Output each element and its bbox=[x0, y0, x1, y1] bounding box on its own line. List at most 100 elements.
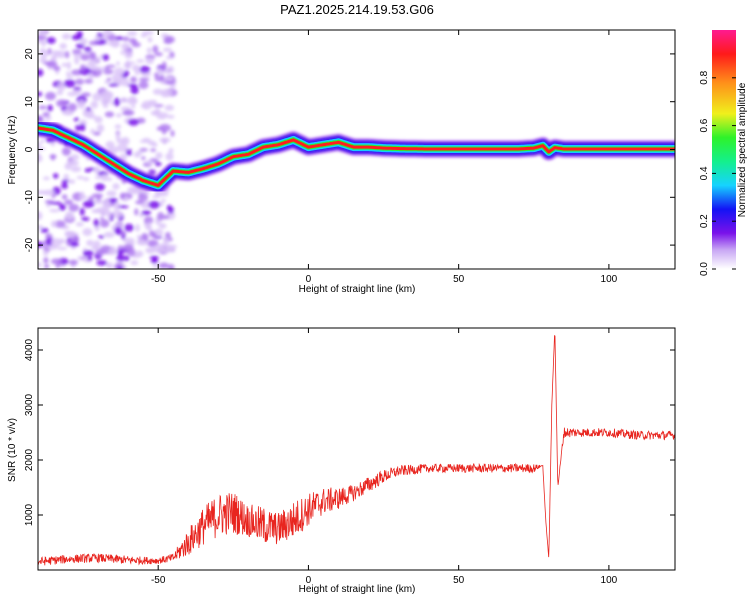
spectrogram-noise-blob bbox=[141, 210, 152, 216]
spectrogram-noise-blob bbox=[82, 177, 90, 181]
spectrogram-noise-blob bbox=[114, 226, 122, 235]
spectrogram-noise-blob bbox=[43, 189, 55, 196]
spectrogram-noise-blob bbox=[45, 116, 52, 121]
spectrogram-noise-blob bbox=[141, 156, 146, 161]
spectrogram-noise-blob bbox=[93, 218, 99, 227]
spectrogram-noise-blob bbox=[52, 173, 59, 179]
spectrogram-noise-blob bbox=[154, 52, 163, 57]
spectrogram-noise-blob bbox=[84, 78, 93, 84]
spectrogram-noise-blob bbox=[38, 91, 43, 97]
spectrogram-noise-blob bbox=[59, 43, 67, 50]
spectrogram-noise-blob bbox=[50, 154, 56, 161]
spectrogram-noise-blob bbox=[122, 36, 130, 42]
spectrogram-noise-blob bbox=[129, 96, 137, 103]
spectrogram-noise-blob bbox=[122, 243, 134, 251]
spectrogram-noise-blob bbox=[113, 201, 121, 211]
spectrogram-noise-blob bbox=[84, 51, 91, 55]
spectrogram-noise-blob bbox=[87, 255, 93, 261]
spectrogram-y-tick-label: 10 bbox=[24, 96, 35, 108]
spectrogram-noise-blob bbox=[113, 97, 120, 107]
spectrogram-noise-blob bbox=[75, 78, 85, 85]
colorbar-ticks: 0.0 0.2 0.4 0.6 0.8 bbox=[699, 70, 736, 276]
spectrogram-noise-blob bbox=[55, 99, 68, 108]
spectrogram-noise-blob bbox=[43, 250, 49, 256]
spectrogram-y-tick-label: 0 bbox=[24, 146, 35, 152]
spectrogram-noise-blob bbox=[130, 85, 139, 95]
spectrogram-noise-blob bbox=[50, 238, 62, 247]
figure-title: PAZ1.2025.214.19.53.G06 bbox=[280, 2, 434, 17]
spectrogram-noise-blob bbox=[164, 104, 175, 111]
spectrogram-ridge-layer bbox=[38, 126, 675, 187]
spectrogram-noise-blob bbox=[64, 199, 73, 205]
spectrogram-noise-blob bbox=[116, 138, 127, 144]
spectrogram-noise-blob bbox=[134, 67, 140, 76]
spectrogram-noise-blob bbox=[117, 205, 129, 209]
snr-y-label: SNR (10 * v/v) bbox=[7, 418, 18, 482]
spectrogram-noise-blob bbox=[94, 35, 101, 42]
spectrogram-noise-blob bbox=[112, 183, 120, 190]
spectrogram-noise-blob bbox=[161, 61, 167, 71]
spectrogram-noise-blob bbox=[80, 64, 85, 72]
snr-x-ticks: -50 0 50 100 bbox=[151, 328, 618, 586]
colorbar-tick-label: 0.0 bbox=[699, 262, 710, 276]
colorbar-gradient bbox=[712, 30, 736, 269]
spectrogram-noise-blob bbox=[147, 101, 158, 107]
spectrogram-y-tick-label: 20 bbox=[24, 48, 35, 60]
spectrogram-noise-blob bbox=[40, 30, 46, 37]
spectrogram-noise-blob bbox=[150, 148, 157, 152]
spectrogram-noise-blob bbox=[110, 39, 120, 48]
spectrogram-noise-blob bbox=[46, 37, 56, 44]
spectrogram-noise-blob bbox=[79, 191, 85, 199]
spectrogram-noise-blob bbox=[146, 159, 153, 165]
spectrogram-noise-blob bbox=[126, 83, 138, 88]
spectrogram-noise-blob bbox=[39, 49, 49, 59]
spectrogram-noise-blob bbox=[103, 68, 114, 75]
spectrogram-noise-blob bbox=[49, 208, 61, 213]
spectrogram-noise-blob bbox=[108, 83, 119, 87]
spectrogram-noise-blob bbox=[139, 65, 151, 74]
spectrogram-noise-blob bbox=[84, 46, 92, 53]
spectrogram-noise-blob bbox=[138, 77, 150, 82]
spectrogram-noise-blob bbox=[151, 142, 158, 148]
spectrogram-noise-blob bbox=[165, 231, 171, 239]
spectrogram-noise-blob bbox=[114, 124, 122, 130]
spectrogram-y-tick-label: -10 bbox=[24, 190, 35, 205]
spectrogram-noise-blob bbox=[39, 48, 46, 52]
spectrogram-noise-blob bbox=[65, 50, 70, 59]
spectrogram-noise-blob bbox=[134, 208, 139, 216]
spectrogram-noise-blob bbox=[81, 92, 91, 97]
spectrogram-noise-blob bbox=[94, 175, 102, 180]
spectrogram-noise-blob bbox=[123, 61, 132, 69]
spectrogram-x-ticks: -50 0 50 100 bbox=[151, 30, 618, 285]
spectrogram-noise-blob bbox=[45, 91, 56, 101]
snr-y-tick-label: 3000 bbox=[24, 393, 35, 416]
spectrogram-noise-blob bbox=[160, 88, 173, 97]
spectrogram-noise-blob bbox=[93, 131, 101, 136]
spectrogram-noise-blob bbox=[161, 127, 167, 135]
spectrogram-noise-blob bbox=[115, 132, 121, 141]
snr-series-line bbox=[38, 335, 675, 566]
spectrogram-noise-blob bbox=[170, 84, 176, 89]
spectrogram-noise-blob bbox=[117, 266, 124, 269]
spectrogram-noise-blob bbox=[75, 222, 84, 227]
spectrogram-noise-blob bbox=[116, 143, 128, 153]
spectrogram-noise-blob bbox=[65, 71, 71, 76]
spectrogram-noise-blob bbox=[140, 103, 149, 109]
spectrogram-noise-blob bbox=[121, 111, 132, 116]
spectrogram-noise-blob bbox=[111, 210, 123, 218]
spectrogram-y-label: Frequency (Hz) bbox=[7, 116, 18, 185]
spectrogram-noise-blob bbox=[155, 152, 163, 159]
spectrogram-noise-blob bbox=[58, 203, 66, 211]
spectrogram-noise-blob bbox=[157, 112, 169, 119]
spectrogram-noise-blob bbox=[68, 103, 77, 112]
spectrogram-noise-blob bbox=[154, 72, 160, 78]
spectrogram-noise-blob bbox=[103, 231, 115, 238]
spectrogram-noise-blob bbox=[106, 77, 112, 82]
spectrogram-noise-blob bbox=[46, 60, 58, 68]
spectrogram-noise-blob bbox=[115, 61, 121, 66]
spectrogram-noise-blob bbox=[43, 264, 50, 269]
spectrogram-noise-blob bbox=[107, 247, 118, 256]
spectrogram-noise-blob bbox=[76, 30, 83, 39]
spectrogram-noise-blob bbox=[166, 114, 175, 119]
spectrogram-noise-blob bbox=[61, 194, 68, 200]
